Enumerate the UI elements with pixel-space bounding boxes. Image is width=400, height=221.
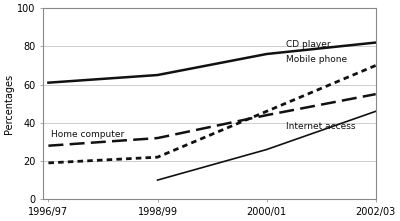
Text: CD player: CD player xyxy=(286,40,331,49)
Y-axis label: Percentages: Percentages xyxy=(4,74,14,134)
Text: Home computer: Home computer xyxy=(50,130,124,139)
Text: Internet access: Internet access xyxy=(286,122,356,131)
Text: Mobile phone: Mobile phone xyxy=(286,55,347,64)
